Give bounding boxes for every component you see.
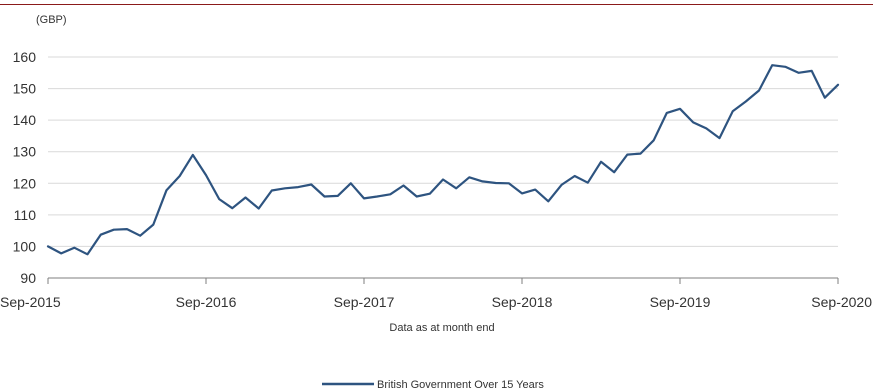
x-tick-label: Sep-2020 [811, 294, 872, 310]
y-tick-label: 100 [13, 238, 37, 254]
legend-label: British Government Over 15 Years [377, 379, 544, 391]
gridlines [48, 56, 838, 247]
data-note: Data as at month end [389, 322, 494, 334]
series-layer [46, 64, 840, 256]
x-tick-label: Sep-2016 [176, 294, 237, 310]
x-axis: Sep-2015 Sep-2016 Sep-2017 Sep-2018 Sep-2019… [0, 278, 872, 310]
y-unit-label: (GBP) [36, 14, 67, 26]
y-tick-label: 90 [20, 270, 36, 286]
y-tick-label: 140 [13, 112, 37, 128]
y-tick-label: 150 [13, 81, 37, 97]
legend: British Government Over 15 Years [322, 379, 544, 391]
series-line [46, 64, 840, 256]
y-tick-label: 160 [13, 49, 37, 65]
y-tick-label: 130 [13, 144, 37, 160]
x-tick-label: Sep-2015 [0, 294, 61, 310]
x-tick-label: Sep-2017 [334, 294, 395, 310]
y-tick-label: 120 [13, 175, 37, 191]
y-axis-tick-labels: 90 100 110 120 130 140 150 160 [13, 49, 37, 286]
x-tick-label: Sep-2018 [492, 294, 553, 310]
x-tick-label: Sep-2019 [650, 294, 711, 310]
y-tick-label: 110 [14, 207, 37, 223]
